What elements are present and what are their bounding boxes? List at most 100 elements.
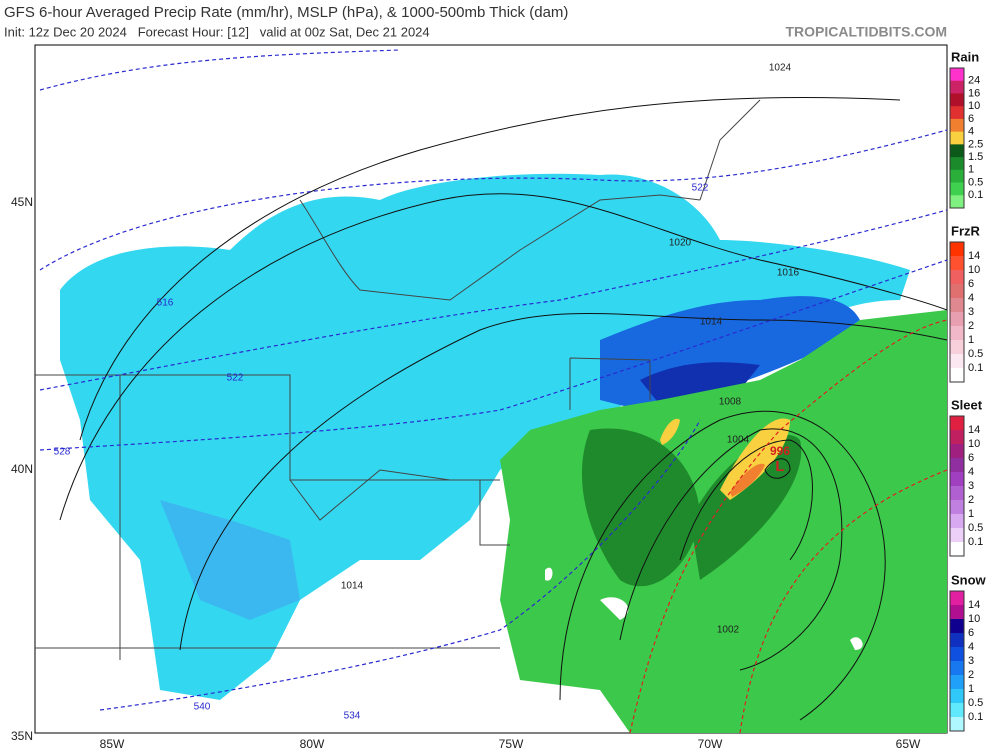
colorbar-tick-label: 0.1	[968, 711, 983, 723]
colorbar-swatch	[950, 326, 964, 341]
colorbar-tick-label: 1	[968, 508, 974, 520]
colorbar-tick-label: 3	[968, 655, 974, 667]
colorbar-swatch	[950, 619, 964, 634]
colorbar-tick-label: 0.5	[968, 348, 983, 360]
rain-area	[690, 434, 802, 580]
colorbar-tick-label: 4	[968, 466, 974, 478]
colorbar-swatch	[950, 647, 964, 662]
colorbar-swatch	[950, 68, 964, 82]
colorbar-tick-label: 2	[968, 320, 974, 332]
isobar-label: 1020	[669, 238, 692, 249]
thickness-label: 516	[157, 298, 174, 309]
colorbar-swatch	[950, 703, 964, 718]
colorbar-tick-label: 1	[968, 334, 974, 346]
latitude-label: 40N	[11, 462, 33, 476]
longitude-label: 75W	[499, 737, 524, 751]
colorbar-swatch	[950, 500, 964, 515]
colorbar-tick-label: 2	[968, 669, 974, 681]
thickness-label: 522	[227, 373, 244, 384]
colorbar-title: FrzR	[951, 223, 981, 238]
colorbar-swatch	[950, 368, 964, 383]
isobar-label: 1004	[727, 435, 750, 446]
colorbar-tick-label: 0.1	[968, 362, 983, 374]
colorbar-tick-label: 10	[968, 100, 980, 112]
colorbar-tick-label: 1.5	[968, 151, 983, 163]
colorbar-swatch	[950, 591, 964, 606]
colorbar-tick-label: 0.5	[968, 176, 983, 188]
colorbar-tick-label: 10	[968, 438, 980, 450]
colorbar-tick-label: 16	[968, 87, 980, 99]
colorbar-swatch	[950, 256, 964, 271]
colorbar-swatch	[950, 675, 964, 690]
colorbar-frame	[949, 241, 965, 383]
colorbar-frame	[949, 590, 965, 732]
colorbar-swatch	[950, 340, 964, 355]
colorbar-tick-label: 1	[968, 683, 974, 695]
isobar-label: 1014	[341, 581, 364, 592]
colorbar-tick-label: 4	[968, 126, 974, 138]
colorbar-swatch	[950, 689, 964, 704]
isobar-label: L	[775, 458, 784, 475]
colorbar-swatch	[950, 354, 964, 369]
colorbar-tick-label: 0.1	[968, 189, 983, 201]
colorbar-tick-label: 10	[968, 264, 980, 276]
colorbar-frame	[949, 415, 965, 557]
colorbar-tick-label: 6	[968, 278, 974, 290]
colorbar-swatch	[950, 93, 964, 107]
rain-area	[581, 428, 700, 587]
thickness-label: 534	[344, 711, 361, 722]
colorbar-swatch	[950, 416, 964, 431]
latitude-label: 35N	[11, 729, 33, 743]
colorbar-swatch	[950, 195, 964, 209]
colorbar-swatch	[950, 144, 964, 158]
isobar-label: 996	[770, 444, 790, 458]
colorbar-tick-label: 0.5	[968, 697, 983, 709]
colorbar-title: Rain	[951, 49, 979, 64]
colorbar-swatch	[950, 717, 964, 732]
isobar-label: 1014	[700, 317, 723, 328]
isobar-label: 1002	[717, 625, 740, 636]
colorbar-swatch	[950, 444, 964, 459]
colorbar-tick-label: 6	[968, 452, 974, 464]
colorbar-tick-label: 6	[968, 627, 974, 639]
thickness-label: 522	[692, 183, 709, 194]
colorbar-swatch	[950, 284, 964, 299]
map-subtitle: Init: 12z Dec 20 2024 Forecast Hour: [12…	[4, 24, 430, 39]
heavy-snow-area	[640, 362, 760, 405]
colorbar-swatch	[950, 542, 964, 557]
colorbar-swatch	[950, 430, 964, 445]
thickness-label: 528	[54, 447, 71, 458]
colorbar-swatch	[950, 298, 964, 313]
colorbar-swatch	[950, 312, 964, 327]
colorbar-tick-label: 4	[968, 641, 974, 653]
colorbar-swatch	[950, 528, 964, 543]
isobar-label: 1024	[769, 63, 792, 74]
colorbar-swatch	[950, 157, 964, 171]
heavy-rain-area	[660, 418, 680, 445]
colorbar-tick-label: 24	[968, 75, 980, 87]
colorbar-swatch	[950, 169, 964, 184]
colorbar-swatch	[950, 661, 964, 676]
thickness-label: 540	[194, 702, 211, 713]
isobar-label: 1008	[719, 397, 742, 408]
colorbar-tick-label: 3	[968, 480, 974, 492]
isobar-label: 1016	[777, 268, 800, 279]
latitude-label: 45N	[11, 195, 33, 209]
colorbar-title: Sleet	[951, 397, 983, 412]
state-borders	[35, 99, 761, 660]
colorbar-swatch	[950, 633, 964, 648]
colorbar-swatch	[950, 472, 964, 487]
colorbar-tick-label: 3	[968, 306, 974, 318]
watermark: TROPICALTIDBITS.COM	[785, 24, 947, 40]
colorbar-tick-label: 4	[968, 292, 974, 304]
colorbar-swatch	[950, 118, 964, 133]
colorbar-tick-label: 14	[968, 250, 980, 262]
colorbar-swatch	[950, 106, 964, 120]
colorbar-swatch	[950, 80, 964, 94]
isobars	[59, 96, 948, 721]
colorbar-tick-label: 14	[968, 424, 980, 436]
colorbar-frame	[949, 67, 965, 209]
colorbar-tick-label: 10	[968, 613, 980, 625]
snow-area	[160, 500, 300, 620]
